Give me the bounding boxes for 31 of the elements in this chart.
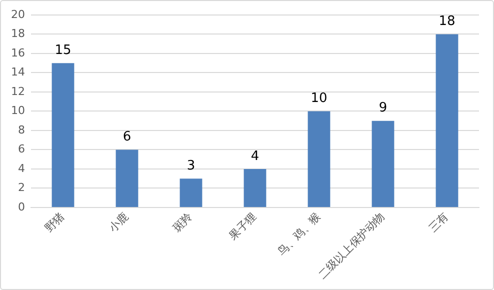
data-label: 6 [122,130,132,145]
data-label: 9 [378,100,388,116]
y-tick-label: 10 [10,104,25,118]
y-tick-label: 12 [10,84,25,98]
y-tick-label: 8 [18,123,25,136]
x-tick-label: 小鹿 [106,210,132,235]
bar [244,168,266,207]
y-tick-label: 6 [18,142,25,156]
y-tick-label: 14 [10,66,25,79]
data-label: 10 [310,91,328,106]
bar [436,34,458,207]
x-tick-label: 果子狸 [226,210,260,243]
y-tick-label: 20 [10,8,25,21]
bar [308,111,330,207]
y-tick-label: 16 [10,46,25,60]
y-tick-label: 2 [18,181,25,194]
bar [372,120,394,207]
x-tick-label: 鸟、鸡、猴 [275,210,324,258]
y-tick-label: 4 [18,162,25,175]
y-tick-label: 0 [18,200,25,214]
data-label: 4 [250,148,260,164]
x-tick-label: 斑羚 [170,210,196,235]
y-tick-label: 18 [10,27,25,40]
data-label: 18 [438,14,456,30]
data-label: 3 [186,158,196,174]
x-tick-label: 三有 [426,210,452,235]
bar [180,178,202,207]
bar [52,63,74,207]
bar [116,150,138,207]
data-label: 15 [54,42,72,58]
x-tick-label: 野猪 [42,210,68,235]
